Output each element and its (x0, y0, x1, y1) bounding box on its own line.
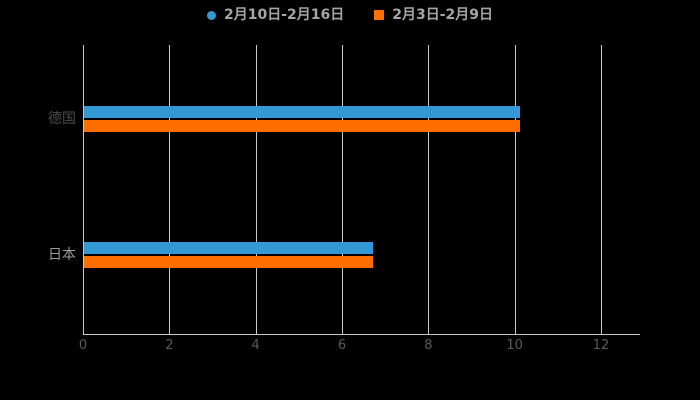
x-tick-label: 8 (424, 338, 433, 353)
gridline (601, 45, 602, 334)
x-tick-label: 2 (165, 338, 174, 353)
category-label: 日本 (48, 247, 76, 263)
bar-series2-cat2[interactable] (84, 255, 374, 268)
gridline (169, 45, 171, 334)
gridline (514, 45, 516, 334)
square-marker-icon (374, 10, 385, 20)
x-tick-label: 6 (337, 338, 347, 353)
chart-legend: 2月10日-2月16日 2月3日-2月9日 (0, 5, 700, 25)
legend-item[interactable]: 2月10日-2月16日 (206, 7, 345, 23)
legend-label: 2月3日-2月9日 (392, 7, 494, 23)
x-tick-label: 0 (78, 338, 88, 353)
gridline (255, 45, 257, 334)
x-tick-label: 12 (592, 338, 610, 353)
circle-marker-icon (206, 10, 216, 20)
bar-series2-cat1[interactable] (84, 119, 520, 132)
bar-series1-cat1[interactable] (84, 106, 520, 118)
plot-area: 0 2 4 6 8 10 12 (79, 45, 640, 352)
gridline (342, 45, 343, 334)
x-tick-label: 10 (506, 338, 523, 353)
gridline (428, 45, 430, 334)
gridline (83, 45, 84, 334)
category-label: 德国 (48, 111, 76, 127)
legend-item[interactable]: 2月3日-2月9日 (374, 8, 493, 22)
bar-series1-cat2[interactable] (84, 242, 374, 254)
x-tick-label: 4 (251, 338, 260, 353)
x-axis-line (83, 334, 640, 335)
legend-label: 2月10日-2月16日 (223, 7, 345, 23)
